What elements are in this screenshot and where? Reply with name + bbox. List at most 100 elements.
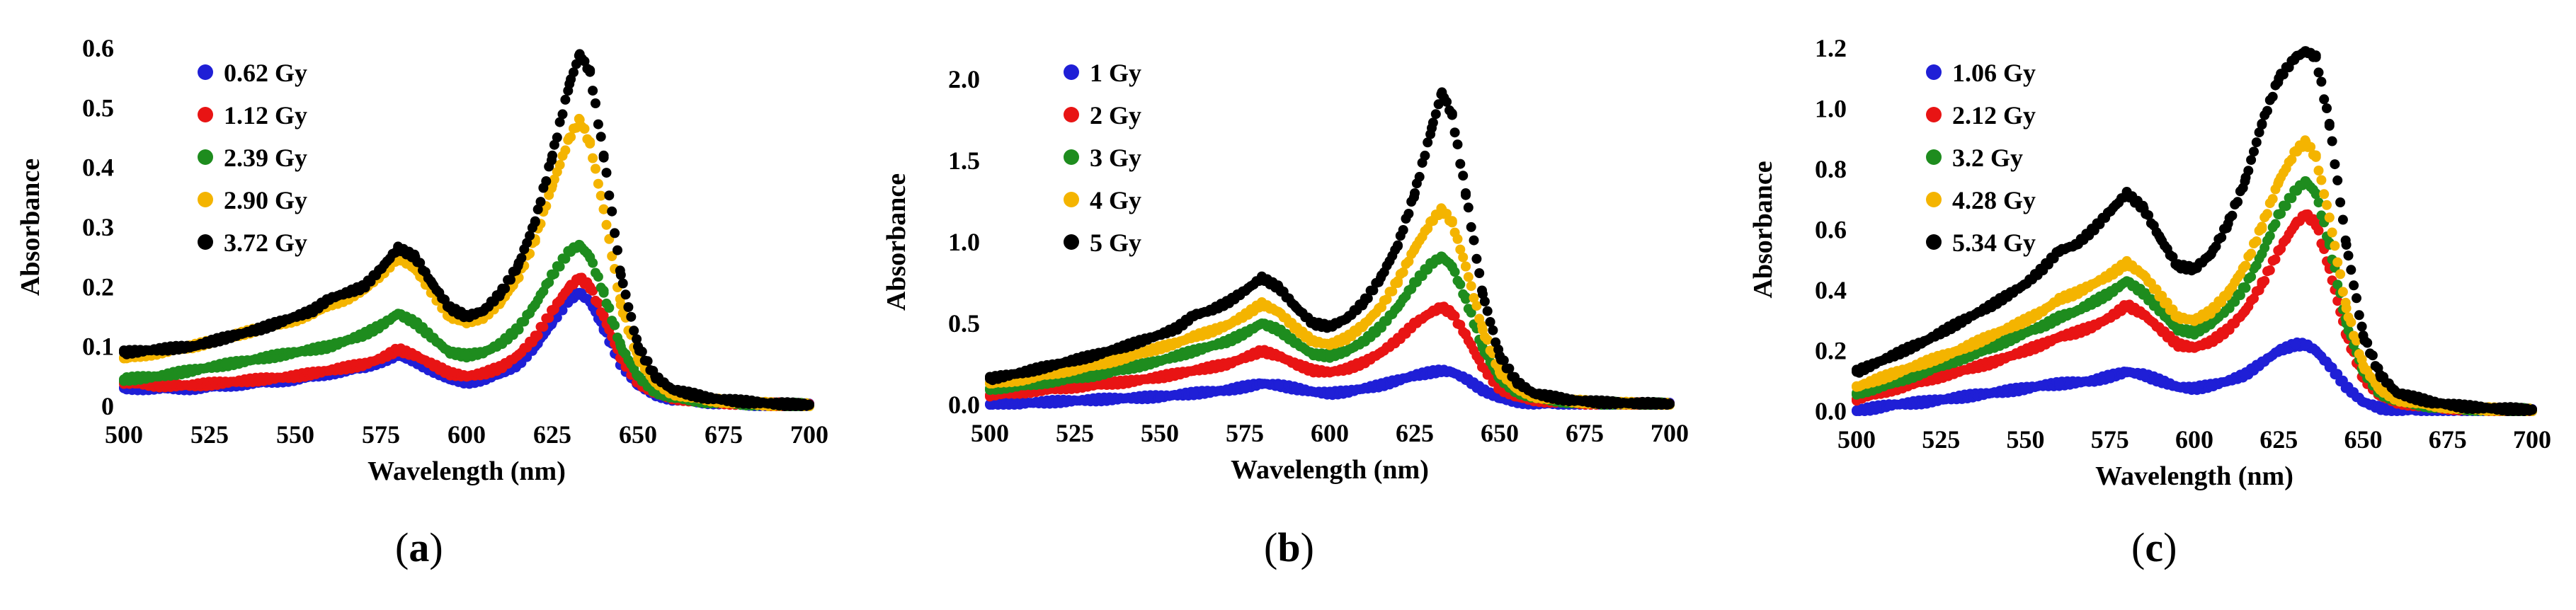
data-point — [2155, 376, 2166, 386]
data-point — [1410, 188, 1420, 198]
data-point — [153, 344, 164, 355]
data-point — [1189, 331, 1199, 342]
data-point — [410, 317, 421, 328]
x-axis-label: Wavelength (nm) — [2095, 461, 2293, 491]
data-point — [2037, 339, 2048, 350]
data-point — [547, 306, 557, 316]
data-point — [444, 347, 455, 358]
data-point — [2310, 52, 2321, 62]
y-tick-label: 0.5 — [948, 309, 980, 338]
data-point — [1393, 375, 1403, 386]
y-tick-label: 1.0 — [1815, 95, 1847, 123]
data-point — [2375, 403, 2386, 413]
data-point — [1223, 336, 1233, 347]
data-point — [376, 321, 386, 331]
data-point — [2071, 327, 2082, 338]
data-point — [1172, 369, 1182, 379]
data-point — [1206, 386, 1216, 397]
data-point — [2324, 360, 2335, 371]
legend-label: 5.34 Gy — [1952, 229, 2036, 257]
data-point — [2341, 303, 2352, 313]
data-point — [341, 335, 352, 346]
data-point — [2291, 146, 2301, 156]
data-point — [1206, 362, 1216, 373]
data-point — [1291, 338, 1301, 348]
data-point — [564, 132, 575, 143]
data-point — [1087, 351, 1097, 361]
data-point — [598, 311, 609, 322]
data-point — [2121, 300, 2132, 311]
data-point — [2206, 336, 2216, 347]
data-point — [256, 323, 266, 334]
data-point — [1223, 385, 1233, 396]
data-point — [1274, 325, 1284, 335]
x-tick-label: 600 — [2175, 425, 2213, 454]
data-point — [358, 282, 369, 292]
data-point — [1953, 355, 1964, 365]
caption-c: (c) — [2131, 524, 2177, 570]
data-point — [2375, 385, 2386, 396]
data-point — [2054, 312, 2065, 323]
legend-marker — [1064, 107, 1079, 122]
data-point — [1019, 367, 1029, 377]
data-point — [1359, 297, 1369, 308]
data-point — [2310, 218, 2321, 229]
data-point — [1410, 370, 1420, 381]
data-point — [2037, 321, 2048, 332]
x-tick-label: 600 — [1311, 419, 1349, 447]
data-point — [1437, 251, 1447, 262]
data-point — [1986, 357, 1997, 368]
data-point — [598, 287, 609, 298]
legend-label: 2.90 Gy — [224, 186, 307, 214]
data-point — [1308, 349, 1318, 359]
data-point — [1325, 367, 1335, 377]
data-point — [2206, 380, 2216, 391]
data-point — [2155, 234, 2166, 244]
data-point — [585, 138, 595, 149]
data-point — [1410, 277, 1420, 288]
data-point — [479, 347, 489, 358]
data-point — [1437, 365, 1447, 376]
x-tick-label: 625 — [2259, 425, 2298, 454]
data-point — [1393, 302, 1403, 312]
data-point — [444, 302, 455, 313]
data-point — [2138, 309, 2149, 320]
data-point — [1447, 217, 1457, 228]
data-point — [1308, 336, 1318, 347]
legend-label: 1.06 Gy — [1952, 59, 2036, 87]
data-point — [2274, 345, 2284, 356]
data-point — [427, 333, 438, 343]
legend-marker — [1926, 234, 1942, 250]
data-point — [1986, 300, 1997, 311]
data-point — [547, 150, 557, 161]
data-point — [2104, 206, 2115, 217]
data-point — [1885, 352, 1896, 362]
data-point — [153, 371, 164, 381]
data-point — [1376, 302, 1386, 312]
legend-marker — [198, 192, 213, 207]
data-point — [2138, 270, 2149, 280]
data-point — [256, 374, 266, 384]
data-point — [1478, 325, 1488, 335]
data-point — [1376, 380, 1386, 391]
data-point — [1986, 343, 1997, 353]
data-point — [1121, 341, 1131, 352]
data-point — [2324, 212, 2335, 223]
data-point — [1359, 336, 1369, 347]
data-point — [530, 299, 540, 310]
data-point — [1461, 261, 1471, 272]
data-point — [1053, 359, 1063, 369]
data-point — [513, 323, 523, 334]
data-point — [1189, 346, 1199, 357]
data-point — [2392, 388, 2403, 398]
data-point — [615, 341, 626, 352]
data-point — [1257, 379, 1267, 389]
data-point — [2020, 279, 2031, 289]
data-point — [736, 396, 746, 407]
data-point — [2121, 276, 2132, 287]
y-tick-label: 0.2 — [82, 272, 114, 301]
legend-label: 2.39 Gy — [224, 144, 307, 172]
data-point — [2240, 260, 2250, 271]
x-tick-label: 700 — [2513, 425, 2551, 454]
legend-label: 1 Gy — [1090, 59, 1141, 87]
